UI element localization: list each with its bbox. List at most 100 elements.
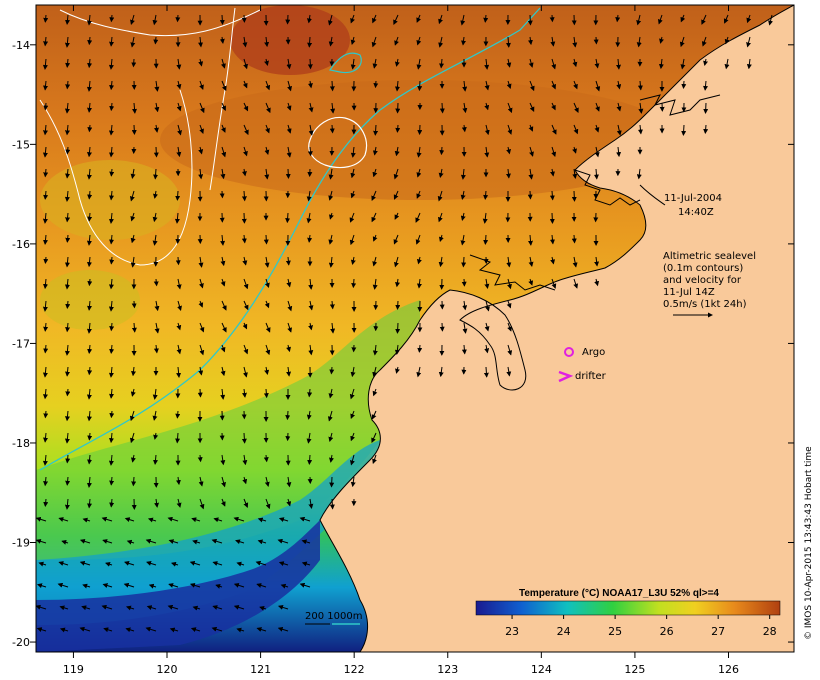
velocity-arrow <box>43 190 49 200</box>
velocity-arrow <box>636 168 642 180</box>
velocity-arrow <box>212 561 223 566</box>
velocity-arrow <box>125 605 135 611</box>
velocity-arrow <box>131 322 137 333</box>
velocity-arrow <box>199 124 204 135</box>
velocity-arrow <box>105 561 113 567</box>
velocity-arrow <box>506 366 512 377</box>
velocity-arrow <box>746 14 752 24</box>
colorbar-tick-label: 23 <box>505 625 519 638</box>
velocity-arrow <box>573 278 579 289</box>
velocity-arrow <box>438 256 444 268</box>
velocity-arrow <box>371 432 377 444</box>
velocity-arrow <box>307 146 313 157</box>
velocity-arrow <box>461 124 467 133</box>
velocity-arrow <box>616 58 622 70</box>
velocity-arrow <box>416 278 422 289</box>
velocity-arrow <box>394 36 399 46</box>
velocity-arrow <box>484 58 490 70</box>
velocity-arrow <box>703 124 709 135</box>
velocity-arrow <box>109 190 115 201</box>
velocity-arrow <box>126 539 135 545</box>
velocity-arrow <box>38 561 47 567</box>
lon-tick-label: 120 <box>157 663 178 676</box>
velocity-arrow <box>220 454 226 466</box>
land-mass <box>319 5 794 652</box>
velocity-arrow <box>680 14 686 23</box>
velocity-arrow <box>462 102 468 114</box>
velocity-arrow <box>328 234 334 245</box>
velocity-arrow <box>373 80 379 89</box>
velocity-arrow <box>109 388 114 399</box>
velocity-arrow <box>573 124 579 135</box>
velocity-arrow <box>86 14 92 26</box>
velocity-arrow <box>506 58 512 68</box>
velocity-arrow <box>371 410 377 420</box>
velocity-arrow <box>43 80 49 91</box>
velocity-arrow <box>372 344 378 356</box>
argo-label: Argo <box>582 347 605 358</box>
velocity-arrow <box>175 432 181 444</box>
velocity-arrow <box>595 102 600 112</box>
velocity-arrow <box>328 190 334 201</box>
velocity-arrow <box>197 454 203 463</box>
lon-tick-label: 121 <box>250 663 271 676</box>
velocity-arrow <box>108 278 114 290</box>
velocity-arrow <box>198 300 204 308</box>
velocity-arrow <box>79 538 91 544</box>
velocity-arrow <box>438 36 444 48</box>
velocity-arrow <box>130 36 136 48</box>
velocity-arrow <box>350 432 356 442</box>
velocity-arrow <box>167 604 179 610</box>
velocity-arrow <box>198 168 204 180</box>
velocity-arrow <box>746 58 752 70</box>
velocity-arrow <box>746 36 751 48</box>
velocity-arrow <box>330 322 336 334</box>
velocity-arrow <box>220 234 226 246</box>
latitude-axis: -14 -15 -16 -17 -18 -19 -20 <box>12 39 794 649</box>
velocity-arrow <box>549 234 555 245</box>
velocity-arrow <box>211 626 223 632</box>
velocity-arrow <box>153 190 158 199</box>
argo-marker <box>564 347 574 357</box>
velocity-arrow <box>327 410 333 422</box>
velocity-arrow <box>109 410 115 419</box>
velocity-arrow <box>130 454 136 463</box>
velocity-arrow <box>306 212 312 224</box>
velocity-arrow <box>65 80 71 90</box>
velocity-arrow <box>507 124 513 135</box>
colorbar-title: Temperature (°C) NOAA17_L3U 52% ql>=4 <box>519 588 719 599</box>
velocity-arrow <box>130 212 136 222</box>
velocity-arrow <box>636 14 642 26</box>
velocity-arrow <box>299 516 311 522</box>
velocity-arrow <box>220 278 226 287</box>
velocity-arrow <box>529 146 534 157</box>
velocity-arrow <box>551 58 557 70</box>
velocity-arrow <box>243 498 249 508</box>
velocity-arrow <box>153 454 158 466</box>
velocity-arrow <box>241 234 247 244</box>
velocity-arrow <box>416 366 422 378</box>
velocity-arrow <box>572 58 578 68</box>
velocity-arrow <box>285 212 291 224</box>
velocity-arrow <box>242 80 248 89</box>
velocity-arrow <box>265 124 270 134</box>
velocity-arrow <box>301 539 311 545</box>
velocity-arrow <box>438 234 444 243</box>
velocity-arrow <box>594 278 600 287</box>
velocity-arrow <box>278 517 289 523</box>
velocity-arrow <box>109 36 115 47</box>
velocity-arrow <box>265 498 271 510</box>
drifter-marker <box>558 370 574 383</box>
velocity-arrow <box>108 454 114 466</box>
velocity-arrow <box>264 366 270 375</box>
velocity-arrow <box>87 344 93 355</box>
velocity-arrow <box>286 102 292 111</box>
velocity-arrow <box>286 366 292 377</box>
velocity-arrow <box>307 36 313 48</box>
velocity-arrow <box>329 366 335 375</box>
velocity-arrow <box>264 476 270 487</box>
velocity-arrow <box>551 278 557 289</box>
velocity-arrow <box>243 146 248 157</box>
velocity-arrow <box>286 146 292 158</box>
